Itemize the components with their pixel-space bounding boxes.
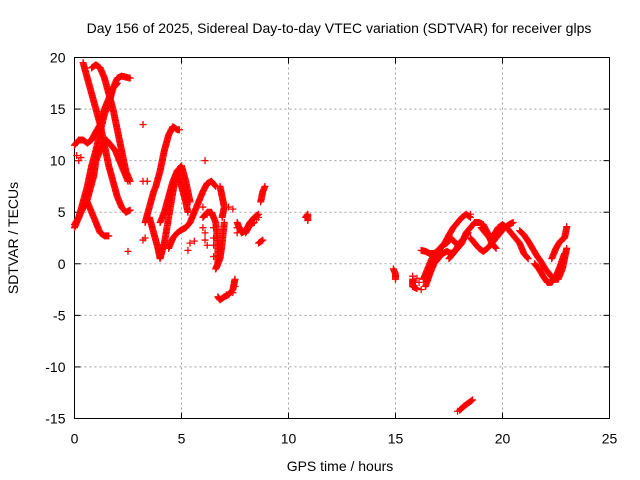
data-point xyxy=(210,253,218,261)
data-point xyxy=(233,229,241,237)
data-point xyxy=(77,154,85,162)
data-point xyxy=(392,275,399,283)
data-point xyxy=(203,210,211,218)
data-point xyxy=(139,121,147,129)
data-point xyxy=(201,229,209,237)
data-point xyxy=(201,236,209,244)
data-point xyxy=(211,181,219,189)
y-axis-label: SDTVAR / TECUs xyxy=(5,182,21,294)
data-point xyxy=(229,205,237,213)
y-tick-label: 0 xyxy=(58,256,66,272)
data-point xyxy=(190,237,198,245)
data-point xyxy=(186,198,194,206)
y-tick-label: 15 xyxy=(50,101,66,117)
chart-title: Day 156 of 2025, Sidereal Day-to-day VTE… xyxy=(87,20,592,36)
y-tick-label: 20 xyxy=(50,50,66,66)
data-point xyxy=(199,203,207,211)
data-point xyxy=(523,254,531,262)
y-tick-label: -5 xyxy=(53,307,66,323)
data-point xyxy=(229,289,237,297)
data-point xyxy=(210,224,218,232)
x-tick-label: 0 xyxy=(71,431,79,447)
data-point xyxy=(469,396,477,404)
x-tick-label: 15 xyxy=(388,431,404,447)
x-tick-label: 10 xyxy=(281,431,297,447)
data-point xyxy=(186,239,194,247)
data-point xyxy=(113,79,121,87)
data-point xyxy=(252,215,260,223)
y-tick-label: 5 xyxy=(58,204,66,220)
data-point xyxy=(563,223,571,231)
x-tick-label: 25 xyxy=(602,431,618,447)
data-point xyxy=(454,407,462,415)
data-point xyxy=(561,249,569,257)
data-point xyxy=(126,74,134,82)
data-point xyxy=(413,274,421,282)
data-point xyxy=(126,206,134,214)
data-point xyxy=(141,234,149,242)
data-point xyxy=(184,246,192,254)
data-point xyxy=(492,244,500,252)
data-point xyxy=(203,241,211,249)
data-point xyxy=(225,203,233,211)
data-point xyxy=(143,177,151,185)
data-point xyxy=(231,282,239,290)
data-point xyxy=(222,291,230,299)
data-point xyxy=(524,255,532,263)
data-point xyxy=(210,234,218,242)
x-tick-label: 5 xyxy=(178,431,186,447)
data-point xyxy=(218,213,226,221)
plot-frame xyxy=(74,57,610,419)
data-point xyxy=(231,275,239,283)
data-point xyxy=(563,244,571,252)
data-point xyxy=(124,177,132,185)
tick-labels: 0 5 10 15 20 25 -15 -10 -5 0 5 10 15 20 xyxy=(45,50,617,447)
data-point xyxy=(220,219,228,227)
x-axis-label: GPS time / hours xyxy=(287,458,394,474)
data-point xyxy=(124,247,132,255)
data-point xyxy=(105,232,113,240)
data-point xyxy=(112,80,120,88)
data-point xyxy=(199,224,207,232)
data-point xyxy=(175,126,183,134)
data-point xyxy=(413,285,421,293)
data-point xyxy=(258,237,266,245)
data-point xyxy=(259,236,267,244)
data-point xyxy=(466,210,474,218)
data-point xyxy=(73,151,81,159)
data-point xyxy=(261,182,269,190)
data-point xyxy=(467,397,475,405)
grid xyxy=(74,57,610,419)
data-point xyxy=(415,278,423,286)
data-point xyxy=(491,243,499,251)
y-tick-label: -15 xyxy=(45,411,65,427)
y-tick-label: 10 xyxy=(50,153,66,169)
data-points xyxy=(71,59,571,415)
data-point xyxy=(304,216,312,224)
data-point xyxy=(210,241,218,249)
data-point xyxy=(184,208,192,216)
data-point xyxy=(417,286,425,294)
data-point xyxy=(201,157,209,165)
data-point xyxy=(409,272,417,280)
data-point xyxy=(509,219,517,227)
y-tick-label: -10 xyxy=(45,359,65,375)
x-tick-label: 20 xyxy=(495,431,511,447)
